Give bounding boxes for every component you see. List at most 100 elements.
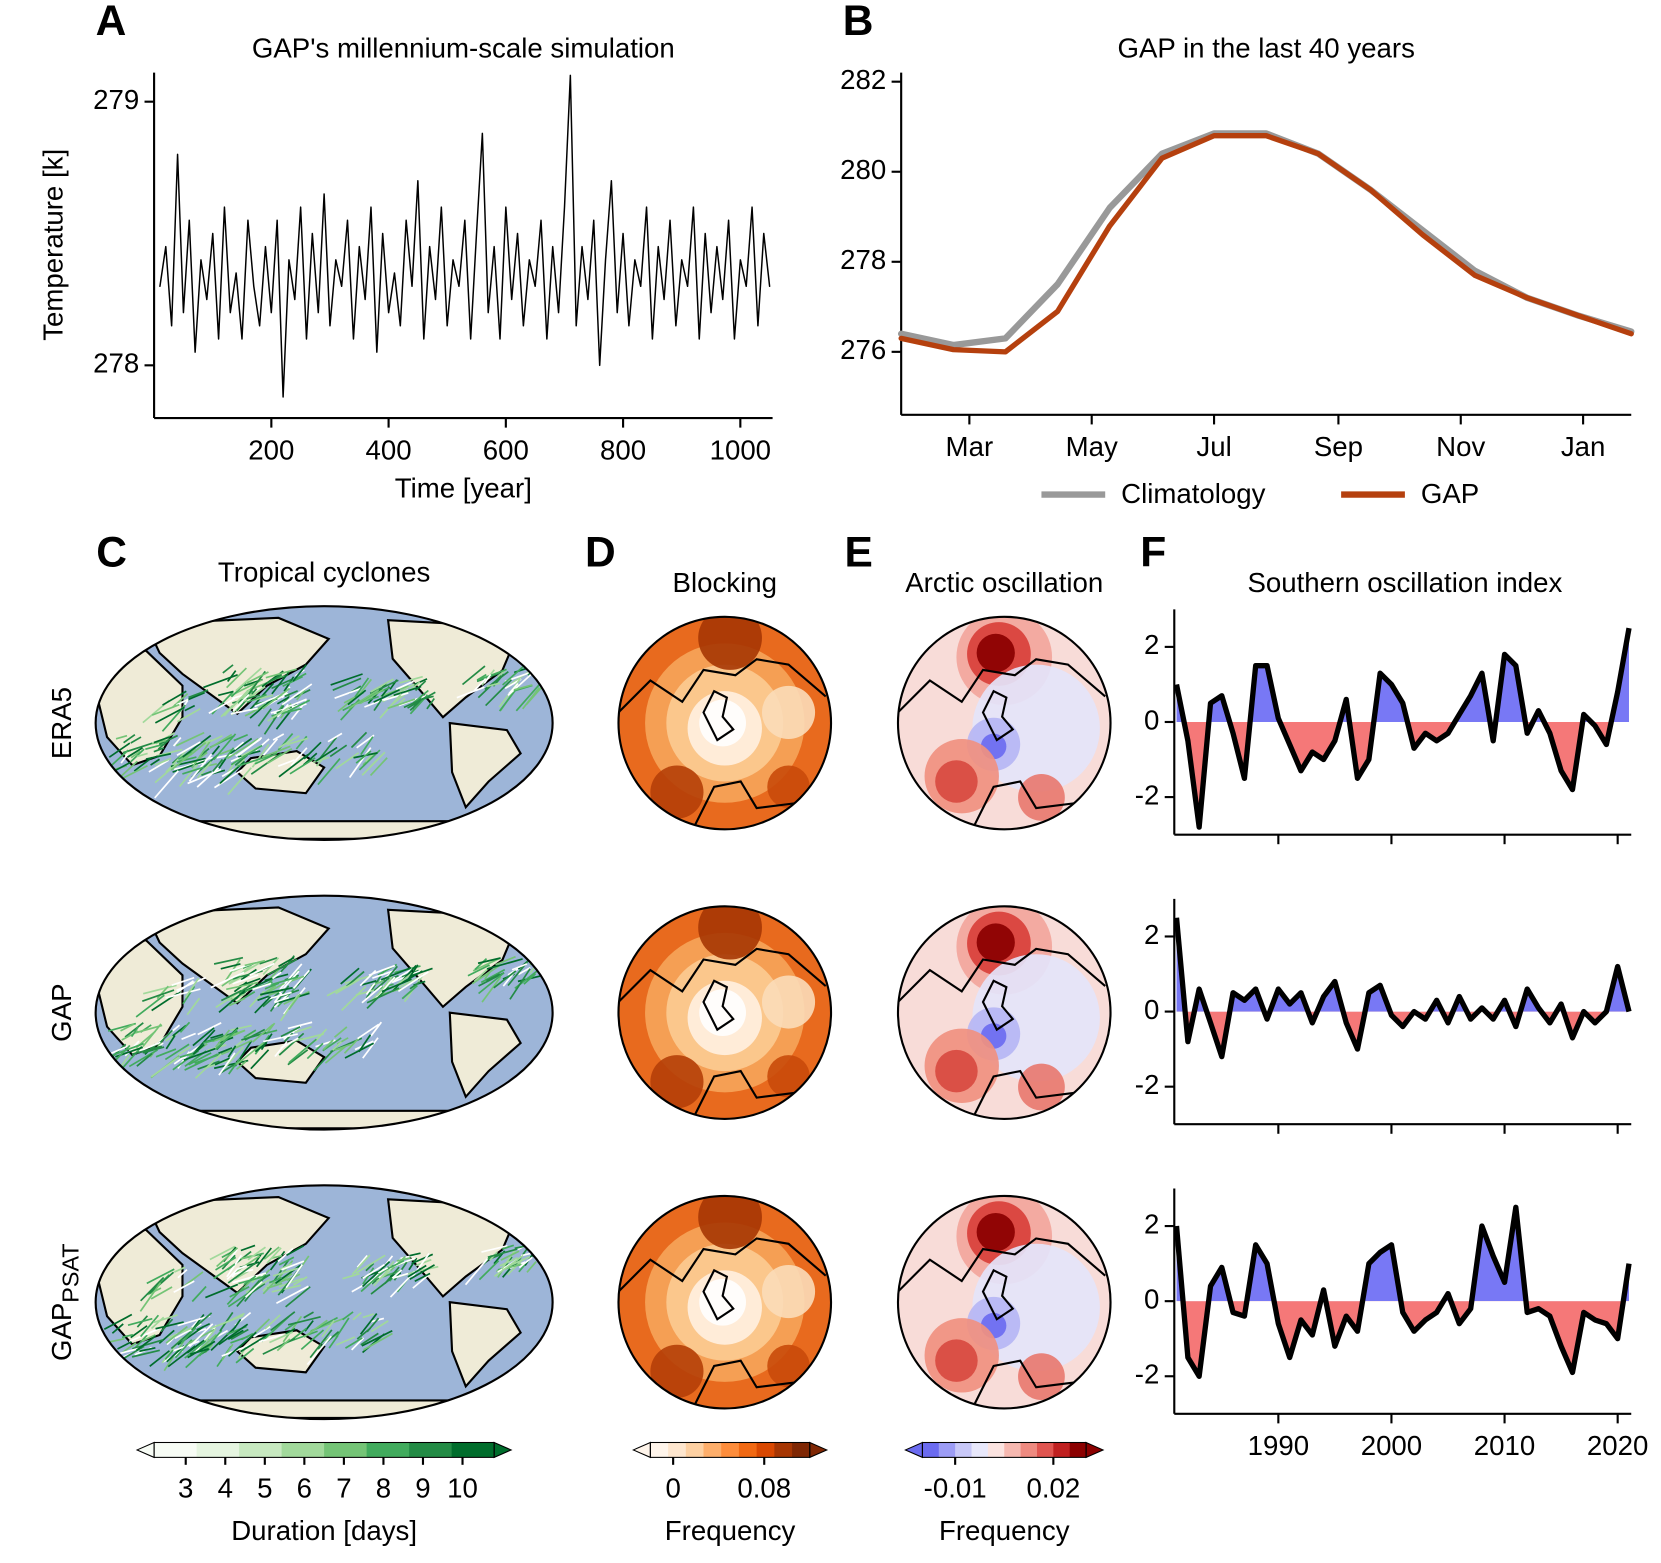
cyclone-track [121, 1333, 134, 1339]
colorbar-label: Frequency [665, 1515, 796, 1546]
cyclone-track [240, 1244, 256, 1252]
cyclone-track [232, 1272, 267, 1284]
cyclone-track [227, 1331, 257, 1357]
cyclone-track [292, 664, 308, 682]
cyclone-track [361, 980, 377, 986]
cyclone-track [188, 1052, 212, 1066]
cyclone-track [162, 690, 187, 706]
cyclone-track [132, 1339, 164, 1350]
cyclone-track [360, 1332, 379, 1346]
cyclone-track [196, 761, 212, 779]
cyclone-track [370, 1320, 389, 1333]
panel-label: F [1140, 529, 1166, 576]
cyclone-track [165, 749, 188, 773]
cyclone-track [103, 1313, 133, 1331]
cyclone-track [366, 987, 400, 1004]
cyclone-track [176, 698, 189, 706]
negative-fill [1176, 721, 1629, 828]
x-tick-label: 400 [366, 434, 412, 465]
cyclone-track [199, 1333, 217, 1350]
cyclone-track [243, 1275, 257, 1286]
cyclone-track [278, 735, 300, 749]
cyclone-track [209, 1314, 244, 1330]
negative-fill [1176, 1011, 1630, 1057]
cyclone-track [259, 957, 278, 965]
cyclone-track [247, 1246, 266, 1261]
cyclone-track [146, 1268, 175, 1285]
cyclone-track [131, 1045, 163, 1056]
cyclone-track [216, 1247, 239, 1268]
field-contour [1018, 1063, 1065, 1111]
land [448, 1011, 522, 1099]
cyclone-track [396, 1257, 411, 1262]
y-axis-label: Temperature [k] [38, 149, 69, 341]
cyclone-track [120, 1023, 135, 1032]
colorbar-extend [809, 1441, 829, 1459]
cyclone-track [285, 1327, 296, 1335]
cyclone-track [356, 734, 375, 749]
y-tick-label: 2 [1144, 629, 1159, 660]
cyclone-track [173, 1266, 186, 1273]
colorbar-tick-label: 10 [447, 1473, 478, 1504]
cyclone-track [262, 1337, 296, 1355]
x-tick-label: May [1066, 431, 1118, 462]
y-tick-label: 276 [840, 334, 886, 365]
cyclone-track [483, 674, 492, 684]
cyclone-track [486, 682, 501, 688]
cyclone-track [300, 1329, 325, 1351]
cyclone-track [259, 1273, 271, 1282]
cyclone-track [150, 1056, 180, 1078]
cyclone-track [332, 1041, 343, 1051]
colorbar-label: Duration [days] [231, 1515, 417, 1546]
cyclone-track [239, 982, 254, 994]
cyclone-track [184, 1337, 210, 1359]
x-axis-label: Time [year] [395, 473, 532, 504]
cyclone-track [177, 1268, 188, 1279]
cyclone-track [213, 1059, 249, 1070]
cyclone-track [373, 699, 383, 712]
positive-fill [1176, 917, 1630, 1012]
cyclone-track [128, 1327, 162, 1343]
cyclone-track [170, 1331, 192, 1350]
cyclone-track [179, 1051, 196, 1059]
cyclone-track [361, 1330, 393, 1347]
world-map [95, 1185, 553, 1420]
cyclone-track [284, 690, 298, 698]
field-contour [650, 1055, 704, 1109]
map-frame [617, 1194, 833, 1410]
cyclone-track [276, 1285, 309, 1305]
map-frame [617, 905, 833, 1120]
colorbar-label: Frequency [939, 1515, 1070, 1546]
cyclone-track [213, 1263, 236, 1280]
cyclone-track [167, 1345, 196, 1368]
cyclone-track [236, 1264, 248, 1271]
cyclone-track [139, 1282, 162, 1312]
cyclone-track [212, 758, 224, 772]
cyclone-track [461, 665, 486, 686]
cyclone-track [329, 744, 348, 758]
cyclone-track [252, 982, 272, 991]
map-frame [617, 615, 833, 831]
cyclone-track [148, 1271, 175, 1295]
cyclone-track [261, 745, 291, 759]
series-line [1173, 917, 1632, 1060]
map-frame [896, 905, 1112, 1120]
cyclone-track [218, 690, 234, 697]
cyclone-track [456, 686, 485, 699]
coastline [971, 780, 1079, 830]
cyclone-track [262, 1282, 272, 1292]
cyclone-track [230, 1335, 249, 1344]
cyclone-track [309, 1329, 333, 1359]
cyclone-track [263, 1033, 298, 1043]
y-tick-label: -2 [1135, 1069, 1160, 1100]
cyclone-track [122, 1342, 137, 1353]
cyclone-track [509, 1255, 531, 1267]
cyclone-track [127, 1317, 153, 1327]
cyclone-track [214, 769, 243, 789]
cyclone-track [317, 758, 341, 786]
negative-fill [1176, 1301, 1629, 1377]
y-tick-label: -2 [1135, 779, 1160, 810]
cyclone-track [281, 1260, 305, 1271]
colorbar-frame [921, 1441, 1087, 1458]
